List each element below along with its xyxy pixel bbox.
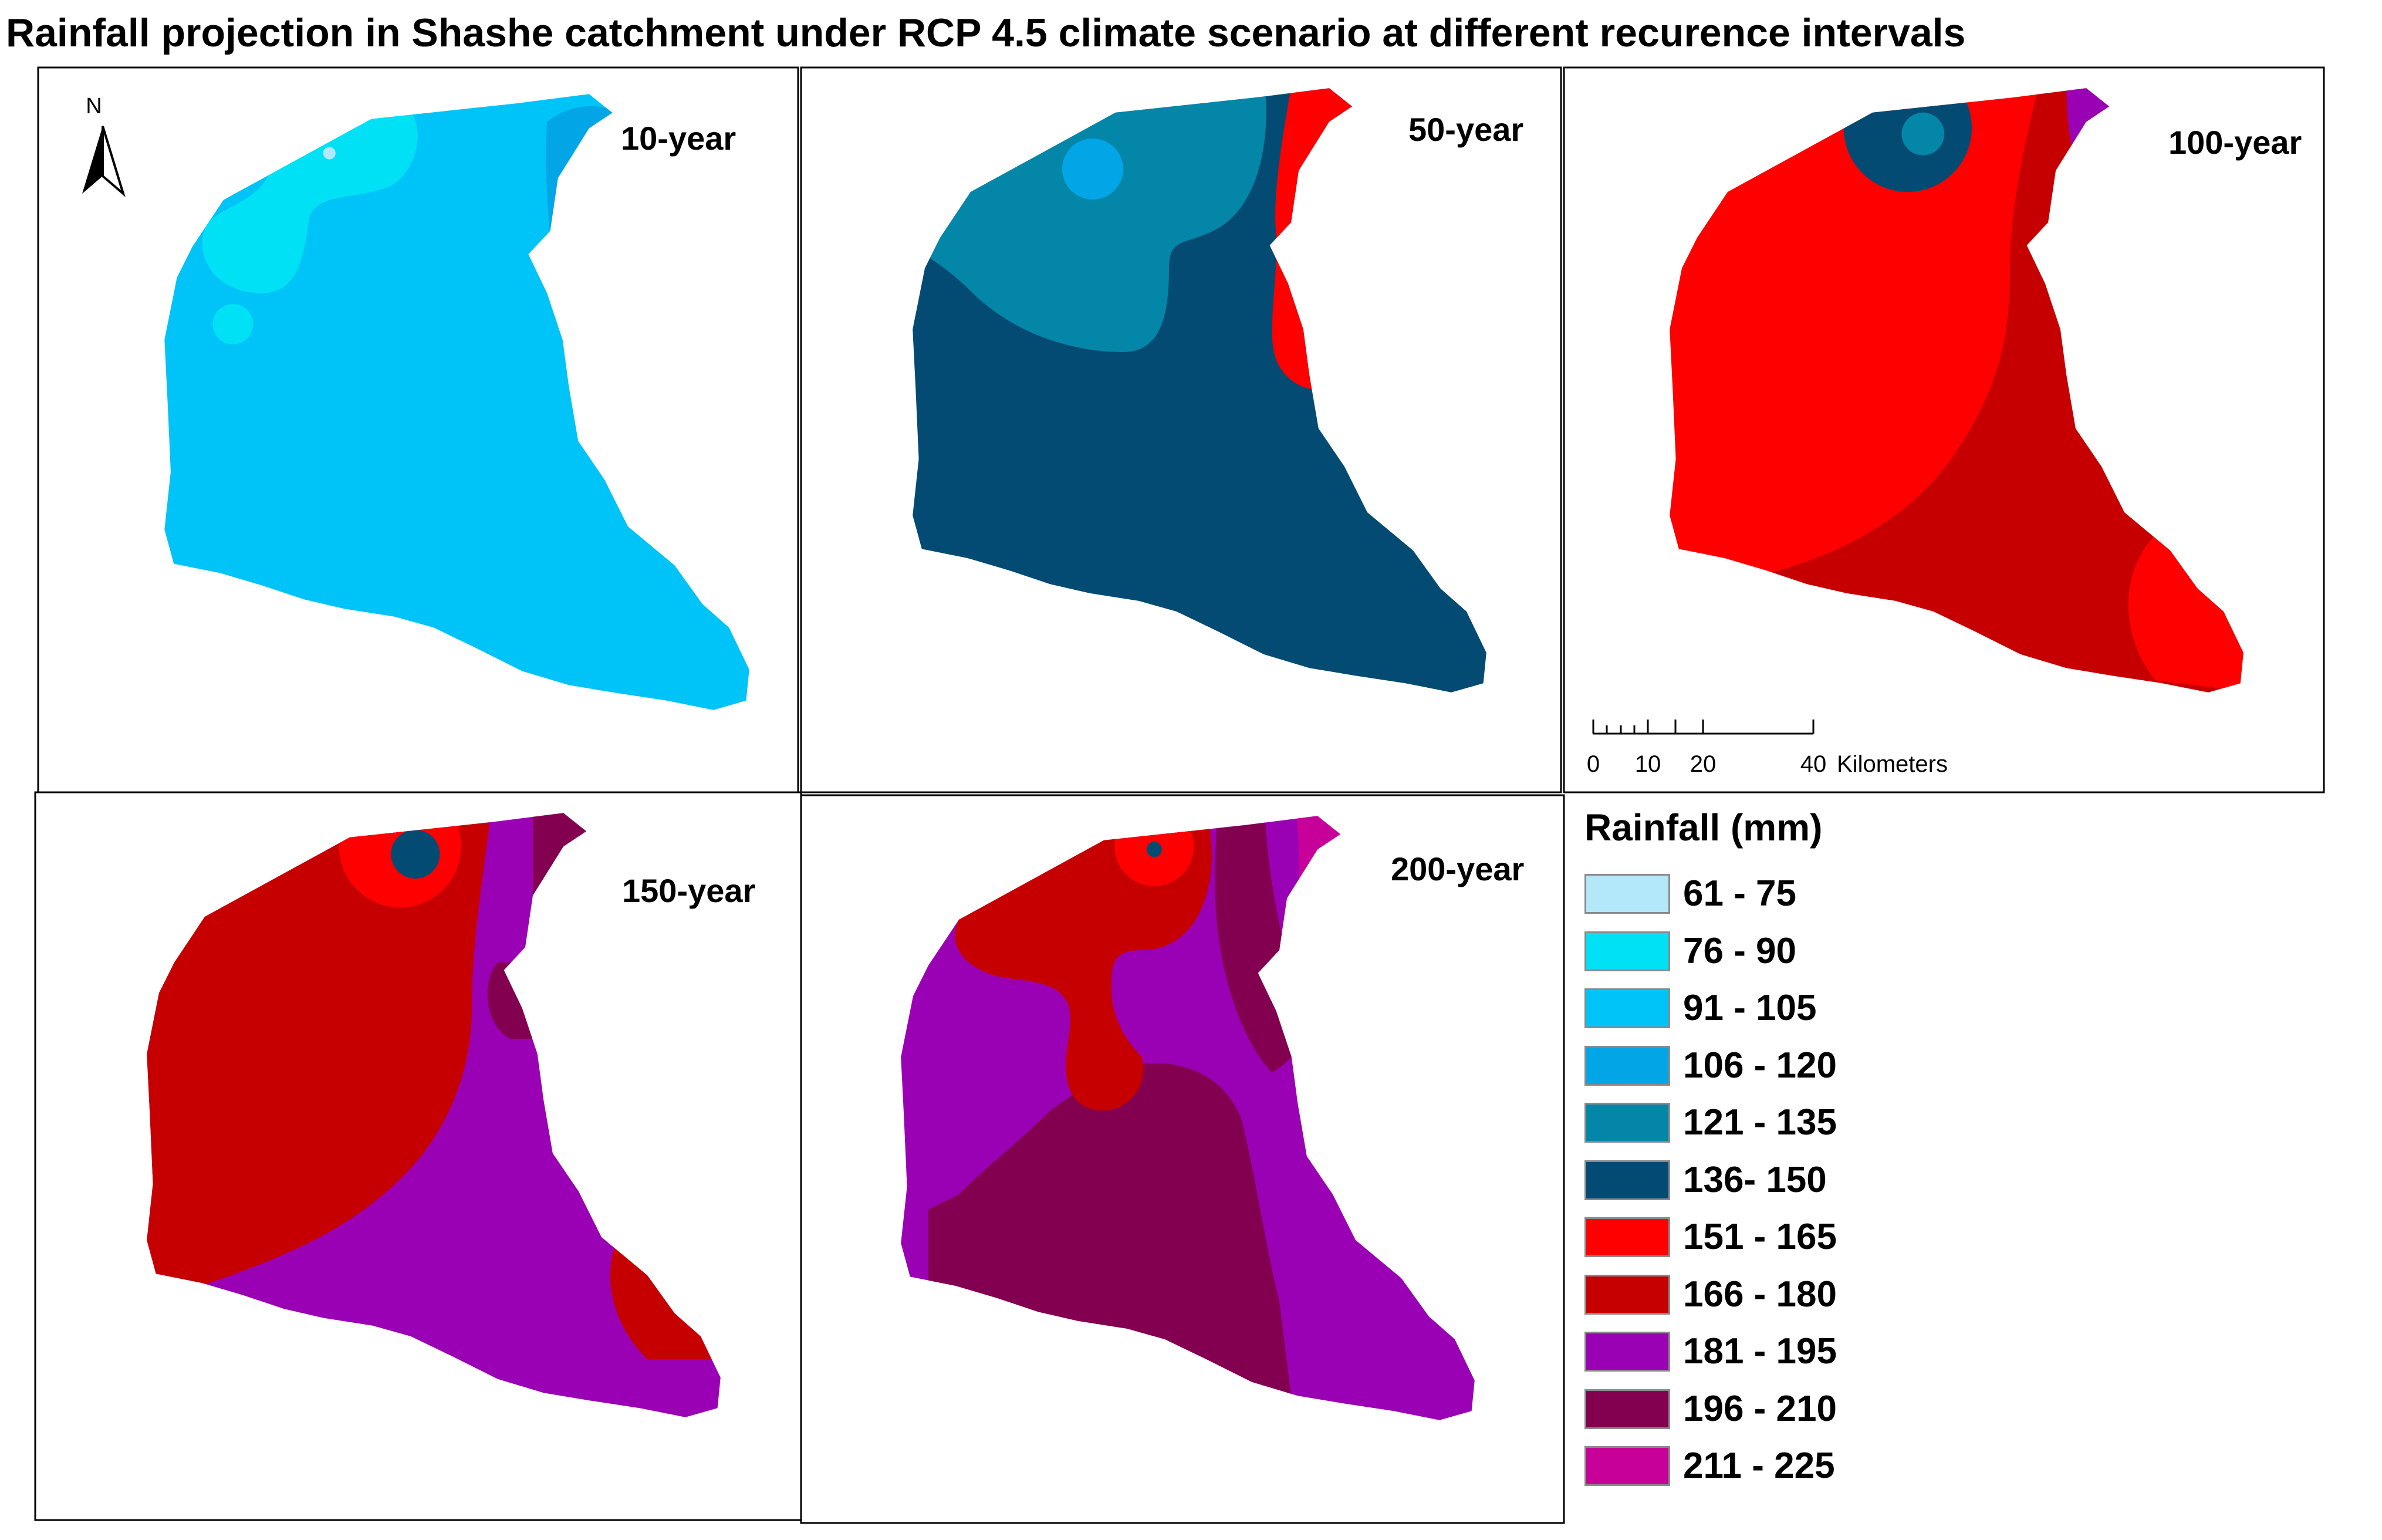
panel-label: 200-year [1391,850,1524,887]
scale-label: 10 [1635,751,1661,777]
rainfall-zone-76-90 [202,94,418,293]
scale-label: 20 [1690,751,1717,777]
legend-label: 196 - 210 [1683,1389,1837,1429]
legend-item: 151 - 165 [1584,1214,1995,1261]
rainfall-zone-61-75 [323,147,336,160]
legend-item: 136- 150 [1584,1157,1995,1204]
map-panel-50-year: 50-year [800,66,1562,793]
legend-label: 61 - 75 [1683,873,1797,914]
legend: Rainfall (mm) 61 - 75 76 - 90 91 - 105 106 … [1584,801,1995,1523]
map-panel-100-year: 100-year 0 10 20 40 Kilometers [1563,66,2325,793]
legend-label: 91 - 105 [1683,988,1817,1028]
panel-label: 100-year [2168,124,2302,161]
scale-unit: Kilometers [1837,751,1948,777]
legend-item: 61 - 75 [1584,870,1995,917]
legend-item: 91 - 105 [1584,985,1995,1032]
legend-swatch [1584,931,1670,971]
legend-swatch [1584,1332,1670,1372]
north-arrow-label: N [86,94,102,119]
legend-label: 121 - 135 [1683,1102,1837,1143]
rainfall-zone-106-120 [1062,139,1123,200]
legend-swatch [1584,1103,1670,1143]
map-panel-150-year: 150-year [34,791,802,1521]
legend-swatch [1584,988,1670,1028]
north-arrow-icon [102,126,126,197]
legend-label: 76 - 90 [1683,931,1797,971]
legend-swatch [1584,1389,1670,1429]
north-arrow: N [82,94,126,197]
legend-swatch [1584,1217,1670,1257]
panel-label: 50-year [1408,111,1523,148]
legend-label: 181 - 195 [1683,1331,1837,1372]
legend-swatch [1584,1160,1670,1200]
legend-label: 136- 150 [1683,1160,1827,1200]
figure-title: Rainfall projection in Shashe catchment … [6,11,1966,55]
legend-item: 121 - 135 [1584,1099,1995,1146]
legend-swatch [1584,1446,1670,1486]
legend-label: 211 - 225 [1683,1446,1835,1486]
legend-label: 106 - 120 [1683,1045,1837,1086]
rainfall-zone-76-90 [212,304,254,345]
scale-bar: 0 10 20 40 Kilometers [1587,720,1948,777]
legend-item: 166 - 180 [1584,1271,1995,1318]
panel-label: 150-year [622,872,755,909]
legend-item: 181 - 195 [1584,1328,1995,1375]
legend-item: 106 - 120 [1584,1042,1995,1089]
rainfall-zone-136-150 [1146,842,1162,857]
legend-item: 196 - 210 [1584,1386,1995,1433]
map-panel-200-year: 200-year [800,794,1565,1524]
legend-item: 76 - 90 [1584,928,1995,975]
scale-label: 40 [1800,751,1827,777]
legend-label: 166 - 180 [1683,1274,1837,1315]
scale-label: 0 [1587,751,1600,777]
legend-label: 151 - 165 [1683,1217,1837,1257]
legend-swatch [1584,1046,1670,1086]
rainfall-zone-136-150 [391,829,440,879]
legend-title: Rainfall (mm) [1584,806,1823,849]
legend-item: 211 - 225 [1584,1443,1995,1490]
rainfall-zone-121-135 [1901,112,1945,156]
panel-label: 10-year [621,120,736,157]
legend-swatch [1584,1275,1670,1315]
map-panel-10-year: 10-year N [37,66,799,793]
north-arrow-icon [82,126,103,194]
legend-swatch [1584,874,1670,914]
